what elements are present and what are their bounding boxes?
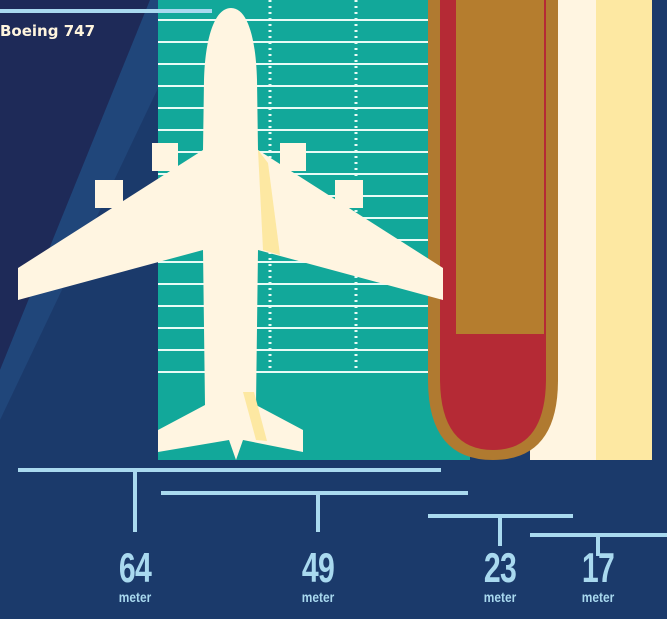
measurement-value: 23 — [483, 544, 517, 591]
measurement-tower: 17 meter — [558, 544, 638, 605]
measurement-airplane: 64 meter — [95, 544, 175, 605]
measurement-value: 64 — [118, 544, 152, 591]
measurement-unit: meter — [483, 589, 517, 605]
measurement-ship: 23 meter — [460, 544, 540, 605]
measurement-unit: meter — [118, 589, 152, 605]
aircraft-label: Boeing 747 — [0, 22, 96, 40]
measurement-unit: meter — [581, 589, 615, 605]
airplane — [18, 8, 443, 460]
measurement-brackets — [18, 468, 667, 556]
background-light-wedge — [0, 0, 200, 420]
measurement-value: 49 — [301, 544, 335, 591]
measurement-unit: meter — [301, 589, 335, 605]
measurement-field: 49 meter — [278, 544, 358, 605]
ship — [428, 0, 558, 460]
measurement-value: 17 — [581, 544, 615, 591]
